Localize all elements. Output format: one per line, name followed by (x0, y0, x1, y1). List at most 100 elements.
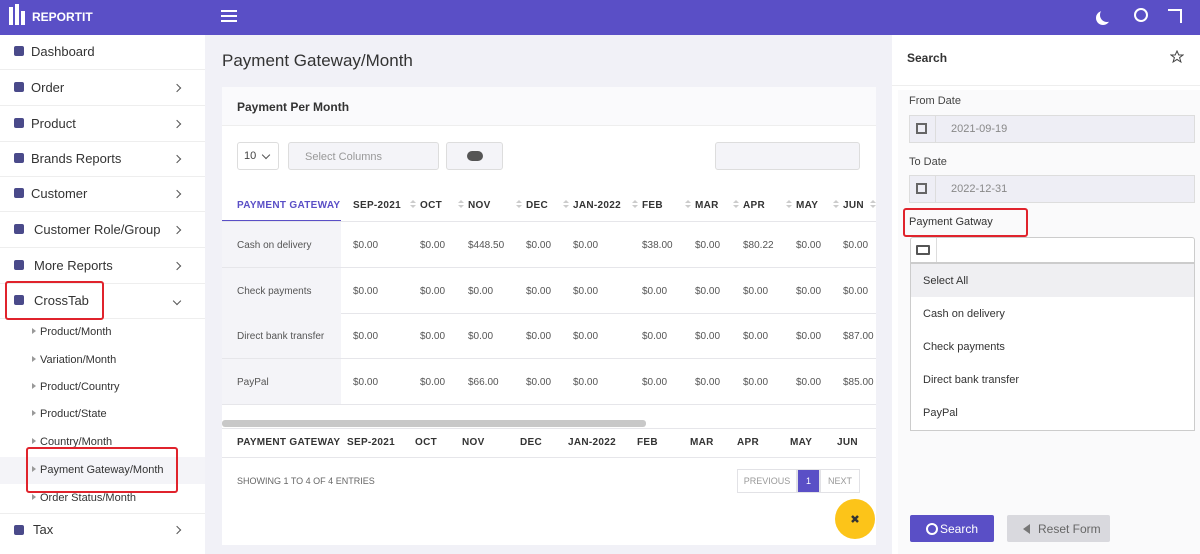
cell: $0.00 (743, 376, 769, 388)
cell: $66.00 (468, 376, 499, 388)
menu-toggle[interactable] (221, 10, 237, 12)
column-header[interactable]: OCT (420, 200, 443, 211)
nav-item[interactable]: Brands Reports (31, 151, 122, 166)
nav-subitem[interactable]: Order Status/Month (40, 492, 136, 504)
close-fab[interactable] (835, 499, 875, 539)
column-header[interactable]: JAN-2022 (573, 200, 621, 211)
option[interactable] (911, 264, 1194, 297)
page-size-value: 10 (244, 150, 257, 162)
row-name-cell (222, 267, 341, 313)
to-input[interactable]: 2022-12-31 (909, 175, 1195, 203)
row-name-cell (222, 313, 341, 358)
nav-subitem[interactable]: Payment Gateway/Month (40, 464, 164, 476)
gateway-select[interactable] (910, 237, 1195, 263)
cell: $0.00 (353, 240, 379, 251)
row-name: PayPal (237, 376, 269, 388)
nav-subitem[interactable]: Product/State (40, 408, 107, 420)
cell: $0.00 (468, 285, 494, 297)
nav-icon (14, 153, 24, 163)
search-input[interactable] (715, 142, 860, 170)
nav-item[interactable]: Order (31, 80, 65, 95)
sort-icon (410, 200, 416, 203)
column-header[interactable]: FEB (642, 200, 663, 211)
sort-icon (410, 205, 416, 208)
wordpress[interactable] (1134, 8, 1148, 22)
column-header[interactable]: SEP-2021 (353, 200, 401, 211)
footer-header: APR (737, 437, 760, 448)
column-header[interactable]: APR (743, 200, 766, 211)
option-text[interactable]: Direct bank transfer (923, 374, 1019, 386)
brand: REPORTIT (32, 10, 93, 24)
dark-mode[interactable] (1100, 8, 1114, 22)
nav-subitem[interactable]: Variation/Month (40, 354, 117, 366)
scrollbar[interactable] (222, 420, 646, 427)
nav-icon (14, 224, 24, 234)
reset-button[interactable]: Reset Form (1007, 515, 1110, 542)
option-text[interactable]: Check payments (923, 341, 1005, 353)
page-button[interactable]: NEXT (820, 469, 860, 493)
footer-header: NOV (462, 437, 485, 448)
cell: $0.00 (695, 285, 721, 297)
column-header[interactable]: MAR (695, 200, 719, 211)
nav-subitem[interactable]: Product/Month (40, 326, 112, 338)
from-input[interactable]: 2021-09-19 (909, 115, 1195, 143)
column-header[interactable]: JUN (843, 200, 864, 211)
column-header[interactable]: MAY (796, 200, 819, 211)
from-label: From Date (909, 95, 961, 107)
table-line (222, 221, 876, 222)
page-button[interactable]: 1 (797, 469, 820, 493)
nav-item[interactable]: Product (31, 116, 76, 131)
column-header[interactable]: PAYMENT GATEWAY (237, 200, 341, 211)
cell: $85.00 (843, 376, 874, 388)
nav-icon (14, 82, 24, 92)
nav-row[interactable] (0, 107, 205, 142)
row-name: Cash on delivery (237, 240, 312, 251)
row-name: Direct bank transfer (237, 331, 325, 342)
search-button[interactable]: Search (910, 515, 994, 542)
cell: $448.50 (468, 240, 505, 251)
nav-item[interactable]: CrossTab (34, 293, 89, 308)
nav-subitem[interactable]: Country/Month (40, 436, 113, 448)
nav-row[interactable] (0, 513, 205, 548)
nav-item[interactable]: Customer (31, 186, 88, 201)
sort-icon (833, 205, 839, 208)
star-icon[interactable] (1170, 50, 1184, 64)
card: Payment Per Month 10 Select Columns SHOW… (222, 87, 876, 545)
option-text[interactable]: Cash on delivery (923, 308, 1005, 320)
page-title: Payment Gateway/Month (222, 51, 413, 70)
card-header (222, 87, 876, 126)
card-title: Payment Per Month (237, 100, 350, 114)
logo (9, 7, 13, 25)
sort-icon (685, 200, 691, 203)
nav-icon (14, 295, 24, 305)
column-header[interactable]: DEC (526, 200, 549, 211)
nav-row[interactable] (0, 71, 205, 106)
option-text[interactable]: PayPal (923, 407, 958, 419)
footer-header: DEC (520, 437, 543, 448)
cell: $0.00 (796, 285, 822, 297)
sort-icon (733, 205, 739, 208)
nav-row[interactable] (0, 213, 205, 248)
nav-row[interactable] (0, 177, 205, 212)
cell: $0.00 (526, 285, 552, 297)
nav-subitem[interactable]: Product/Country (40, 381, 120, 393)
nav-row[interactable] (0, 35, 205, 70)
nav-item[interactable]: Tax (33, 522, 54, 537)
cell: $0.00 (695, 240, 721, 251)
download-button[interactable] (446, 142, 503, 170)
option-text[interactable]: Select All (923, 275, 969, 287)
fullscreen[interactable] (1168, 9, 1182, 23)
select-columns[interactable]: Select Columns (288, 142, 439, 170)
page-size[interactable]: 10 (237, 142, 279, 170)
nav-row[interactable] (0, 142, 205, 177)
nav-item[interactable]: Customer Role/Group (34, 222, 161, 237)
sort-icon (516, 200, 522, 203)
row-name: Check payments (237, 285, 312, 297)
page-button[interactable]: PREVIOUS (737, 469, 797, 493)
nav-item[interactable]: Dashboard (31, 44, 95, 59)
sort-icon (563, 205, 569, 208)
column-header[interactable]: NOV (468, 200, 491, 211)
cell: $0.00 (573, 240, 599, 251)
nav-bullet (32, 328, 36, 334)
nav-item[interactable]: More Reports (34, 258, 113, 273)
